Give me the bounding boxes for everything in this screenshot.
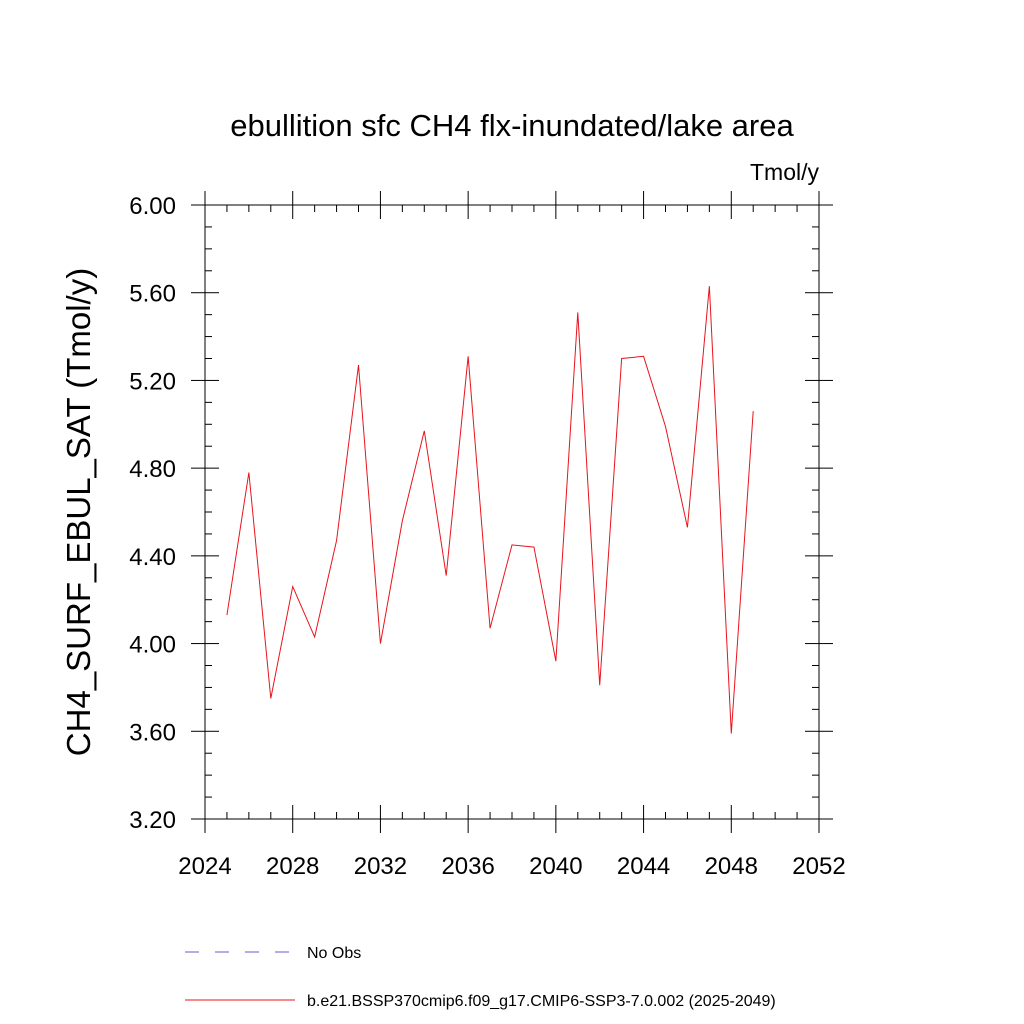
y-tick-label: 5.20 <box>129 368 176 395</box>
x-tick-label: 2040 <box>529 853 582 880</box>
legend-label-no-obs: No Obs <box>307 945 361 962</box>
y-tick-label: 5.60 <box>129 281 176 308</box>
x-tick-label: 2036 <box>441 853 494 880</box>
series-line <box>226 286 754 734</box>
axis-ticks <box>191 191 833 833</box>
x-tick-label: 2044 <box>617 853 670 880</box>
chart-title: ebullition sfc CH4 flx-inundated/lake ar… <box>230 108 794 143</box>
x-tick-labels: 2024 2028 2032 2036 2040 2044 2048 2052 <box>178 853 845 880</box>
y-tick-label: 4.40 <box>129 544 176 571</box>
y-tick-label: 3.20 <box>129 807 176 834</box>
x-tick-label: 2052 <box>792 853 845 880</box>
y-tick-label: 6.00 <box>129 193 176 220</box>
x-tick-label: 2028 <box>266 853 319 880</box>
legend: No Obs b.e21.BSSP370cmip6.f09_g17.CMIP6-… <box>185 945 776 1010</box>
x-tick-label: 2032 <box>354 853 407 880</box>
series-lines <box>226 286 754 734</box>
x-tick-label: 2048 <box>705 853 758 880</box>
plot-frame <box>204 204 820 820</box>
y-tick-label: 4.00 <box>129 632 176 659</box>
y-tick-labels: 3.20 3.60 4.00 4.40 4.80 5.20 5.60 6.00 <box>129 193 176 834</box>
y-tick-label: 4.80 <box>129 456 176 483</box>
y-axis-label: CH4_SURF_EBUL_SAT (Tmol/y) <box>60 268 97 756</box>
x-tick-label: 2024 <box>178 853 231 880</box>
units-label: Tmol/y <box>750 159 820 185</box>
legend-label-model: b.e21.BSSP370cmip6.f09_g17.CMIP6-SSP3-7.… <box>307 993 776 1010</box>
y-tick-label: 3.60 <box>129 719 176 746</box>
